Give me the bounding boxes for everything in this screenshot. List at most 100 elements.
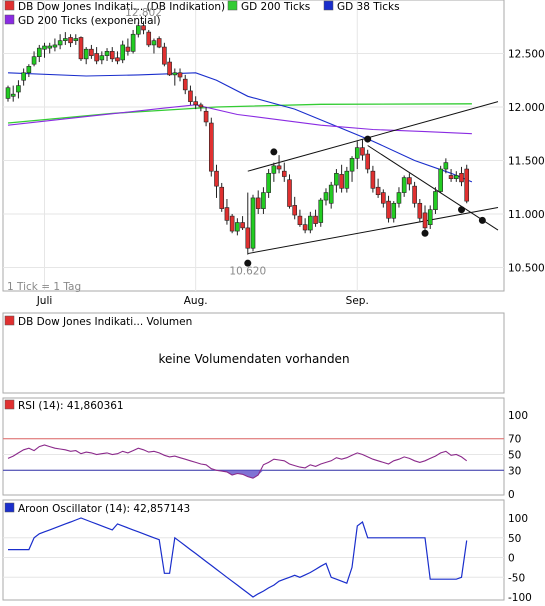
volume-panel-frame [2, 312, 505, 394]
rsi-y-tick-label: 70 [508, 434, 521, 446]
legend-label-gd200: GD 200 Ticks [241, 1, 310, 13]
legend-swatch-aroon [4, 502, 15, 513]
candle-up [427, 209, 433, 225]
tick-note: 1 Tick = 1 Tag [7, 281, 81, 293]
candle-down [78, 37, 84, 60]
candle-up [151, 40, 157, 46]
candle-down [115, 57, 120, 62]
aroon-y-tick-label: -50 [508, 572, 525, 584]
aroon-plot [8, 517, 468, 598]
aroon-line [8, 517, 468, 598]
candle-up [443, 162, 449, 170]
candle-down [459, 173, 464, 183]
candle-down [182, 78, 188, 91]
legend-swatch-price [4, 0, 15, 11]
legend-label-gd38: GD 38 Ticks [337, 1, 400, 13]
candle-down [255, 197, 261, 209]
candle-down [146, 31, 152, 46]
candle-up [328, 184, 334, 204]
candle-down [214, 170, 219, 187]
aroon-panel-frame [2, 499, 505, 601]
candle-down [219, 186, 225, 209]
aroon-panel: Aroon Oscillator (14): 42,857143 100 50 0 -… [2, 499, 532, 604]
legend-swatch-gd200 [227, 0, 238, 11]
candle-down [224, 207, 230, 221]
legend-swatch-rsi [4, 399, 15, 410]
candle-down [448, 175, 454, 179]
marker-dot [244, 259, 252, 267]
candle-up [391, 202, 397, 219]
candle-down [198, 104, 204, 108]
candle-down [464, 168, 470, 202]
rsi-panel-frame [2, 397, 505, 496]
candle-up [261, 192, 266, 209]
candle-up [83, 48, 89, 60]
legend-label-gd200exp: GD 200 Ticks (exponential) [18, 15, 161, 27]
gd38-line [7, 72, 473, 183]
legend-label-rsi: RSI (14): 41,860361 [18, 400, 124, 412]
price-panel: DB Dow Jones Indikati... (DB Indikation)… [2, 0, 545, 307]
gd200exp-line [7, 104, 472, 135]
candle-up [438, 168, 443, 192]
candle-up [318, 199, 324, 223]
candle-up [31, 56, 37, 65]
candle-down [370, 170, 376, 189]
candle-down [407, 177, 412, 185]
candle-down [125, 46, 131, 52]
candle-up [5, 87, 11, 99]
candle-down [156, 38, 162, 48]
candle-down [375, 186, 381, 196]
price-y-ticks: 12.500 12.000 11.500 11.000 10.500 [508, 48, 545, 274]
candle-up [36, 47, 42, 58]
candle-down [287, 179, 292, 207]
candle-down [302, 224, 308, 231]
candle-up [26, 66, 32, 74]
candle-up [266, 173, 271, 193]
price-y-tick-label: 11.500 [508, 155, 545, 167]
candle-up [57, 40, 63, 46]
candle-down [208, 122, 214, 172]
candle-down [297, 215, 303, 225]
candle-down [177, 72, 183, 78]
candle-up [120, 44, 125, 61]
gd200-line [7, 103, 472, 124]
candle-down [94, 53, 99, 62]
aroon-y-tick-label: 0 [508, 553, 515, 565]
candle-up [401, 177, 407, 193]
annotation-high: 12.802 [125, 7, 162, 19]
candle-up [433, 191, 438, 210]
candle-up [42, 45, 47, 50]
candle-down [412, 185, 417, 204]
aroon-y-tick-label: -100 [508, 592, 532, 604]
trend-line [247, 207, 499, 255]
candle-up [10, 93, 16, 97]
rsi-plot [7, 444, 468, 479]
legend-swatch-volume [4, 315, 15, 326]
legend-swatch-gd38 [323, 0, 334, 11]
markers [244, 135, 486, 267]
candle-down [203, 110, 209, 123]
price-y-tick-label: 11.000 [508, 209, 545, 221]
price-x-tick-label: Aug. [184, 295, 208, 307]
legend-label-aroon: Aroon Oscillator (14): 42,857143 [18, 503, 190, 515]
candle-up [271, 165, 277, 174]
candle-down [141, 25, 146, 31]
candle-down [68, 37, 73, 44]
candle-up [99, 55, 105, 61]
rsi-line [7, 444, 468, 479]
trend-line [247, 101, 499, 172]
price-y-tick-label: 10.500 [508, 262, 545, 274]
price-y-tick-label: 12.000 [508, 102, 545, 114]
price-x-ticks: Juli Aug. Sep. [36, 295, 369, 307]
price-legend: DB Dow Jones Indikati... (DB Indikation)… [4, 0, 400, 27]
candle-down [240, 222, 245, 229]
no-volume-message: keine Volumendaten vorhanden [158, 352, 349, 366]
candle-down [386, 200, 391, 219]
candle-down [245, 227, 251, 249]
candle-down [292, 205, 298, 216]
candle-down [188, 90, 193, 102]
rsi-y-tick-label: 0 [508, 489, 515, 501]
candle-up [136, 25, 141, 35]
rsi-panel: RSI (14): 41,860361 100 70 50 30 0 [2, 397, 528, 501]
